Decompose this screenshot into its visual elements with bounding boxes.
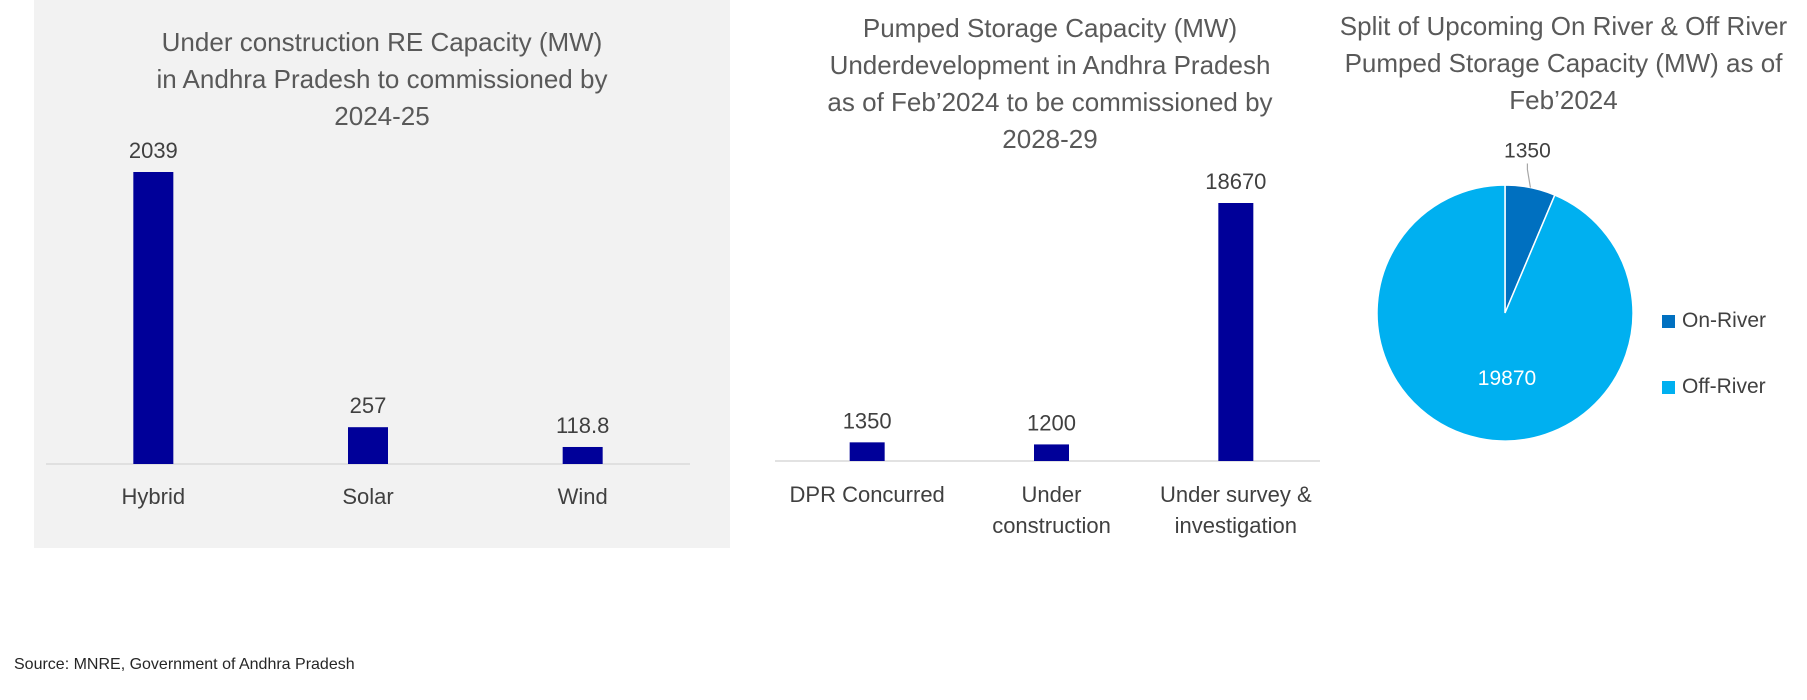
legend-label: On-River [1682,309,1766,332]
re-capacity-category-label: Hybrid [122,484,186,509]
re-capacity-bar [348,427,388,464]
legend-label: Off-River [1682,375,1766,398]
re-capacity-bar-chart: 2039 Hybrid 257 Solar 118.8 Wind [46,138,690,509]
legend-swatch [1662,381,1675,394]
pumped-storage-data-label: 1200 [1027,410,1076,435]
pie-data-label: 1350 [1504,140,1551,163]
pumped-storage-chart-panel: Pumped Storage Capacity (MW) Underdevelo… [770,0,1330,548]
pumped-storage-category-label: investigation [1175,513,1297,538]
pumped-storage-category-label: Under survey & [1160,482,1312,507]
pumped-storage-bar [1218,203,1254,461]
pie-leader-line [1526,163,1532,188]
re-capacity-data-label: 257 [350,393,387,418]
pie-data-label: 19870 [1478,367,1536,390]
pie-slice-off-river [1376,184,1634,442]
re-capacity-category-label: Wind [558,484,608,509]
legend-swatch [1662,315,1675,328]
pumped-storage-category-label: construction [992,513,1111,538]
re-capacity-chart-panel: Under construction RE Capacity (MW) in A… [34,0,730,548]
pumped-storage-data-label: 18670 [1205,169,1266,194]
source-note: Source: MNRE, Government of Andhra Prade… [14,656,355,673]
re-capacity-bar [562,446,603,464]
pumped-storage-data-label: 1350 [843,408,892,433]
pumped-storage-bar-chart: 1350 DPR Concurred 1200 Under construction 18… [775,169,1328,538]
re-capacity-data-label: 118.8 [556,413,609,438]
re-capacity-bar [133,172,174,464]
pumped-storage-bar [1034,444,1069,461]
pumped-storage-bar [849,442,885,461]
river-split-chart-title: Split of Upcoming On River & Off River P… [1339,11,1788,115]
re-capacity-data-label: 2039 [129,138,178,163]
re-capacity-chart-title: Under construction RE Capacity (MW) in A… [156,27,608,131]
re-capacity-category-label: Solar [342,484,393,509]
pumped-storage-category-label: Under [1022,482,1082,507]
pumped-storage-chart-title: Pumped Storage Capacity (MW) Underdevelo… [827,13,1273,154]
pumped-storage-category-label: DPR Concurred [790,482,945,507]
river-split-chart-panel: Split of Upcoming On River & Off River P… [1320,0,1807,548]
river-split-pie-chart: 1350 19870 On-River Off-River [1376,140,1766,442]
